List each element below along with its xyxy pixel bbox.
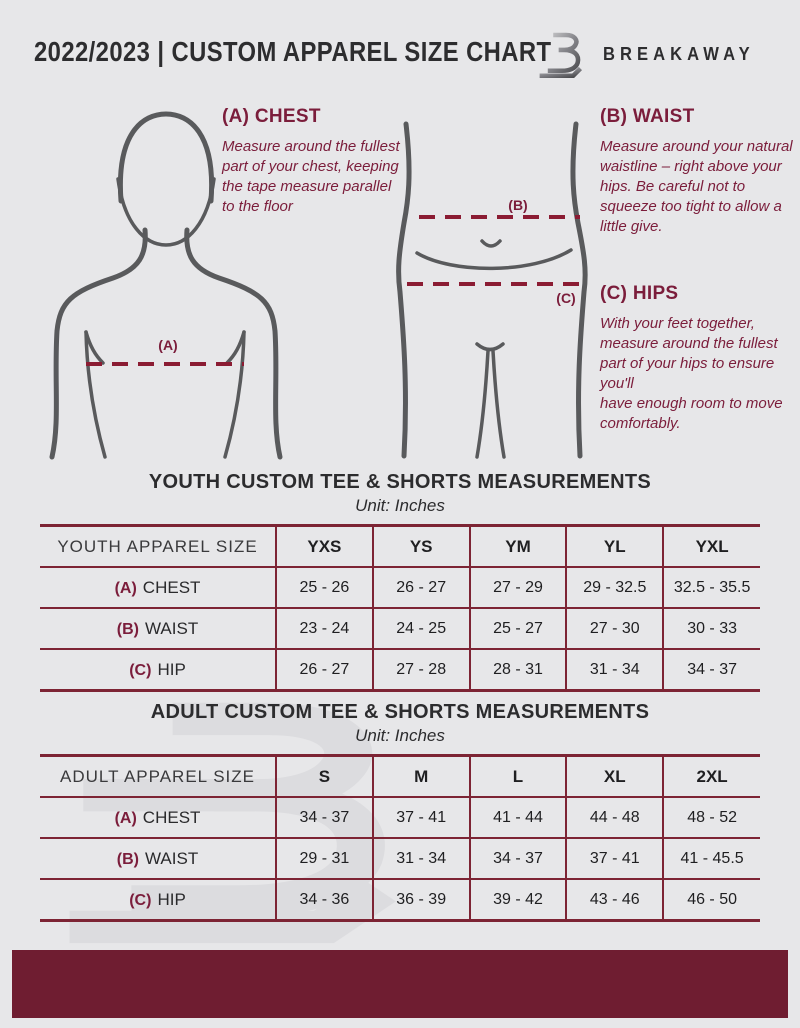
row-key: (B) <box>116 850 139 868</box>
youth-col-yl: YL <box>565 525 664 568</box>
hips-note-body: With your feet together, measure around … <box>600 315 783 433</box>
cell-value: 37 - 41 <box>371 797 470 838</box>
cell-value: 31 - 34 <box>371 837 470 879</box>
waist-line-label: (B) <box>508 197 528 213</box>
cell-value: 31 - 34 <box>565 648 664 691</box>
cell-value: 28 - 31 <box>468 648 567 691</box>
footer-accent-bar <box>12 950 788 1018</box>
youth-col-ym: YM <box>468 525 567 568</box>
cell-value: 29 - 32.5 <box>565 567 664 608</box>
row-label: CHEST <box>142 807 201 827</box>
hips-line-label: (C) <box>556 290 576 306</box>
cell-value: 30 - 33 <box>662 607 760 649</box>
adult-col-m: M <box>371 755 470 798</box>
cell-value: 34 - 36 <box>275 878 373 921</box>
cell-value: 27 - 30 <box>565 607 664 649</box>
adult-section-title: ADULT CUSTOM TEE & SHORTS MEASUREMENTS <box>150 701 650 723</box>
chest-note-heading: (A) CHEST <box>222 106 321 127</box>
cell-value: 41 - 44 <box>468 797 567 838</box>
chest-figure-illustration <box>49 111 283 460</box>
adult-unit-label: Unit: Inches <box>355 726 445 745</box>
chest-note-body: Measure around the fullest part of your … <box>222 138 400 216</box>
row-label: HIP <box>157 659 186 679</box>
adult-col-2xl: 2XL <box>662 755 760 798</box>
row-key: (A) <box>114 809 137 827</box>
table-row: (A) CHEST 34 - 37 37 - 41 41 - 44 44 - 48… <box>40 797 760 838</box>
row-key: (B) <box>116 620 139 638</box>
chest-note: (A) CHEST Measure around the fullest par… <box>222 106 402 217</box>
youth-size-table-wrap: YOUTH APPAREL SIZE YXS YS YM YL YXL (A) C… <box>40 524 760 692</box>
youth-col-yxs: YXS <box>275 525 373 568</box>
youth-size-col-header: YOUTH APPAREL SIZE <box>40 525 276 568</box>
cell-value: 26 - 27 <box>371 567 470 608</box>
breakaway-logo-icon <box>539 32 583 79</box>
adult-size-table-wrap: ADULT APPAREL SIZE S M L XL 2XL (A) CHEST… <box>40 754 760 922</box>
youth-col-ys: YS <box>371 525 470 568</box>
row-key: (A) <box>114 579 137 597</box>
table-row: (B) WAIST 23 - 24 24 - 25 25 - 27 27 - 30… <box>40 607 760 649</box>
cell-value: 26 - 27 <box>275 648 373 691</box>
row-label: CHEST <box>142 577 201 597</box>
cell-value: 39 - 42 <box>468 878 567 921</box>
waist-note-heading: (B) WAIST <box>600 106 695 127</box>
youth-unit-label: Unit: Inches <box>355 496 445 515</box>
youth-header-row: YOUTH APPAREL SIZE YXS YS YM YL YXL <box>40 525 760 568</box>
table-row: (C) HIP 26 - 27 27 - 28 28 - 31 31 - 34 3… <box>40 648 760 691</box>
table-row: (B) WAIST 29 - 31 31 - 34 34 - 37 37 - 41… <box>40 837 760 879</box>
cell-value: 41 - 45.5 <box>662 837 760 879</box>
cell-value: 23 - 24 <box>275 607 373 649</box>
cell-value: 48 - 52 <box>662 797 760 838</box>
waist-note-body: Measure around your natural waistline – … <box>600 138 793 236</box>
row-key: (C) <box>129 661 152 679</box>
cell-value: 25 - 26 <box>275 567 373 608</box>
cell-value: 29 - 31 <box>275 837 373 879</box>
adult-size-table: ADULT APPAREL SIZE S M L XL 2XL (A) CHEST… <box>40 754 760 922</box>
youth-size-table: YOUTH APPAREL SIZE YXS YS YM YL YXL (A) C… <box>40 524 760 692</box>
adult-col-s: S <box>275 755 373 798</box>
waist-note: (B) WAIST Measure around your natural wa… <box>600 106 796 237</box>
row-label: WAIST <box>145 848 199 868</box>
cell-value: 34 - 37 <box>662 648 760 691</box>
cell-value: 32.5 - 35.5 <box>662 567 760 608</box>
adult-col-l: L <box>468 755 567 798</box>
cell-value: 46 - 50 <box>662 878 760 921</box>
waist-hips-figure-illustration <box>396 121 588 459</box>
brand-name: BREAKAWAY <box>603 43 755 64</box>
cell-value: 25 - 27 <box>468 607 567 649</box>
youth-col-yxl: YXL <box>662 525 760 568</box>
table-row: (A) CHEST 25 - 26 26 - 27 27 - 29 29 - 32… <box>40 567 760 608</box>
cell-value: 27 - 29 <box>468 567 567 608</box>
youth-section-title: YOUTH CUSTOM TEE & SHORTS MEASUREMENTS <box>148 471 652 493</box>
brand-block: BREAKAWAY <box>536 26 776 82</box>
cell-value: 24 - 25 <box>371 607 470 649</box>
cell-value: 34 - 37 <box>468 837 567 879</box>
chest-line-label: (A) <box>158 337 178 353</box>
cell-value: 44 - 48 <box>565 797 664 838</box>
adult-size-col-header: ADULT APPAREL SIZE <box>40 755 276 798</box>
row-label: HIP <box>157 889 186 909</box>
cell-value: 27 - 28 <box>371 648 470 691</box>
adult-col-xl: XL <box>565 755 664 798</box>
table-row: (C) HIP 34 - 36 36 - 39 39 - 42 43 - 46 4… <box>40 878 760 921</box>
page-title: 2022/2023 | CUSTOM APPAREL SIZE CHART <box>34 36 552 67</box>
cell-value: 36 - 39 <box>371 878 470 921</box>
cell-value: 34 - 37 <box>275 797 373 838</box>
adult-header-row: ADULT APPAREL SIZE S M L XL 2XL <box>40 755 760 798</box>
hips-note: (C) HIPS With your feet together, measur… <box>600 283 796 435</box>
row-label: WAIST <box>145 618 199 638</box>
cell-value: 37 - 41 <box>565 837 664 879</box>
hips-note-heading: (C) HIPS <box>600 283 679 304</box>
row-key: (C) <box>129 891 152 909</box>
cell-value: 43 - 46 <box>565 878 664 921</box>
